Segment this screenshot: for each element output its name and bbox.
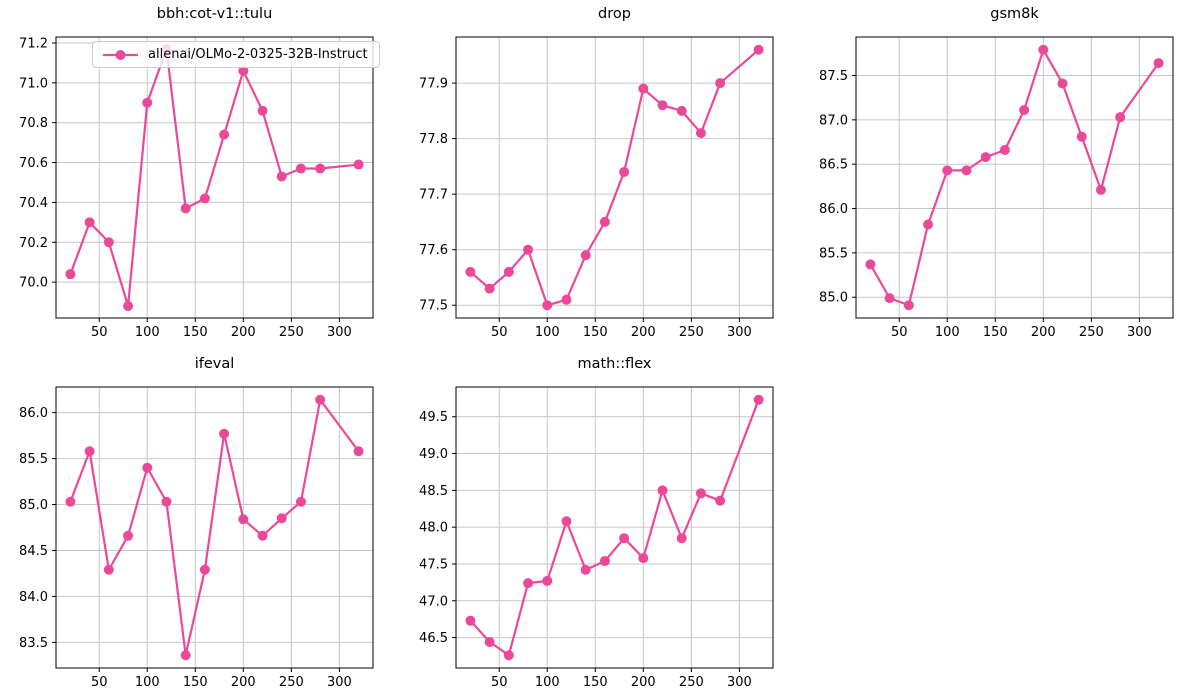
svg-text:70.6: 70.6 xyxy=(19,156,48,171)
svg-text:87.5: 87.5 xyxy=(819,69,848,84)
svg-text:50: 50 xyxy=(91,675,108,690)
svg-text:250: 250 xyxy=(679,675,704,690)
plot-area-ifeval: 50 100 150 200 250 300 83.5 84.0 84.5 85.0 85.5 86.… xyxy=(19,386,374,690)
svg-text:71.0: 71.0 xyxy=(19,76,48,91)
svg-text:50: 50 xyxy=(491,325,508,340)
svg-text:250: 250 xyxy=(279,325,304,340)
plot-area-math-flex: 50 100 150 200 250 300 46.5 47.0 47.5 48.0 48.5 49.… xyxy=(419,386,774,690)
svg-text:70.8: 70.8 xyxy=(19,116,48,131)
svg-text:48.5: 48.5 xyxy=(419,484,448,499)
svg-text:70.2: 70.2 xyxy=(19,236,48,251)
svg-text:85.5: 85.5 xyxy=(19,452,48,467)
svg-text:86.5: 86.5 xyxy=(819,158,848,173)
svg-text:49.5: 49.5 xyxy=(419,410,448,425)
svg-text:46.5: 46.5 xyxy=(419,631,448,646)
svg-text:70.4: 70.4 xyxy=(19,196,48,211)
subplot-ifeval: ifeval 50 100 150 200 250 300 83.5 84.0 84.5 85.0… xyxy=(0,350,400,700)
svg-text:49.0: 49.0 xyxy=(419,447,448,462)
svg-text:84.5: 84.5 xyxy=(19,544,48,559)
empty-cell xyxy=(800,350,1200,700)
svg-text:250: 250 xyxy=(279,675,304,690)
svg-text:100: 100 xyxy=(535,325,560,340)
svg-text:77.7: 77.7 xyxy=(419,188,448,203)
svg-text:85.5: 85.5 xyxy=(819,246,848,261)
svg-text:200: 200 xyxy=(631,675,656,690)
svg-text:70.0: 70.0 xyxy=(19,276,48,291)
svg-text:200: 200 xyxy=(231,325,256,340)
svg-text:50: 50 xyxy=(891,325,908,340)
subplot-title-math-flex: math::flex xyxy=(577,356,652,372)
svg-text:100: 100 xyxy=(135,675,160,690)
subplot-title-gsm8k: gsm8k xyxy=(990,6,1039,22)
svg-text:85.0: 85.0 xyxy=(19,498,48,513)
svg-text:47.5: 47.5 xyxy=(419,557,448,572)
svg-text:200: 200 xyxy=(631,325,656,340)
svg-text:150: 150 xyxy=(583,675,608,690)
svg-text:48.0: 48.0 xyxy=(419,521,448,536)
subplot-title-bbh: bbh:cot-v1::tulu xyxy=(156,6,273,22)
subplot-title-drop: drop xyxy=(598,6,631,22)
subplot-bbh-cot-v1-tulu: bbh:cot-v1::tulu 50 100 150 200 250 300 70.0 70… xyxy=(0,0,400,350)
subplot-math-flex: math::flex 50 100 150 200 250 300 46.5 47.0 47.5… xyxy=(400,350,800,700)
svg-text:150: 150 xyxy=(183,325,208,340)
svg-text:250: 250 xyxy=(679,325,704,340)
svg-text:50: 50 xyxy=(91,325,108,340)
svg-text:84.0: 84.0 xyxy=(19,590,48,605)
svg-text:85.0: 85.0 xyxy=(819,291,848,306)
svg-text:100: 100 xyxy=(535,675,560,690)
subplot-title-ifeval: ifeval xyxy=(194,356,235,372)
legend: allenai/OLMo-2-0325-32B-Instruct xyxy=(92,41,380,68)
plot-area-gsm8k: 50 100 150 200 250 300 85.0 85.5 86.0 86.5 87.0 87.… xyxy=(819,36,1174,340)
svg-text:100: 100 xyxy=(135,325,160,340)
svg-text:300: 300 xyxy=(327,675,352,690)
svg-text:47.0: 47.0 xyxy=(419,594,448,609)
legend-label: allenai/OLMo-2-0325-32B-Instruct xyxy=(148,47,368,62)
plot-area-drop: 50 100 150 200 250 300 77.5 77.6 77.7 77.8 77.9 xyxy=(419,36,774,340)
svg-text:300: 300 xyxy=(1127,325,1152,340)
svg-text:83.5: 83.5 xyxy=(19,636,48,651)
svg-text:100: 100 xyxy=(935,325,960,340)
svg-text:150: 150 xyxy=(983,325,1008,340)
subplot-gsm8k: gsm8k 50 100 150 200 250 300 85.0 85.5 86.0 86.5 8… xyxy=(800,0,1200,350)
svg-text:150: 150 xyxy=(183,675,208,690)
svg-text:150: 150 xyxy=(583,325,608,340)
svg-text:300: 300 xyxy=(327,325,352,340)
svg-text:250: 250 xyxy=(1079,325,1104,340)
svg-text:77.9: 77.9 xyxy=(419,77,448,92)
svg-text:200: 200 xyxy=(231,675,256,690)
subplot-drop: drop 50 100 150 200 250 300 77.5 77.6 77.7 77.8 77… xyxy=(400,0,800,350)
svg-text:77.6: 77.6 xyxy=(419,243,448,258)
svg-text:77.8: 77.8 xyxy=(419,132,448,147)
svg-text:77.5: 77.5 xyxy=(419,299,448,314)
svg-text:71.2: 71.2 xyxy=(19,36,48,51)
svg-text:300: 300 xyxy=(727,325,752,340)
svg-text:50: 50 xyxy=(491,675,508,690)
svg-text:200: 200 xyxy=(1031,325,1056,340)
svg-text:86.0: 86.0 xyxy=(819,202,848,217)
svg-text:87.0: 87.0 xyxy=(819,113,848,128)
svg-text:300: 300 xyxy=(727,675,752,690)
svg-text:86.0: 86.0 xyxy=(19,406,48,421)
legend-line-marker-icon xyxy=(103,49,138,60)
